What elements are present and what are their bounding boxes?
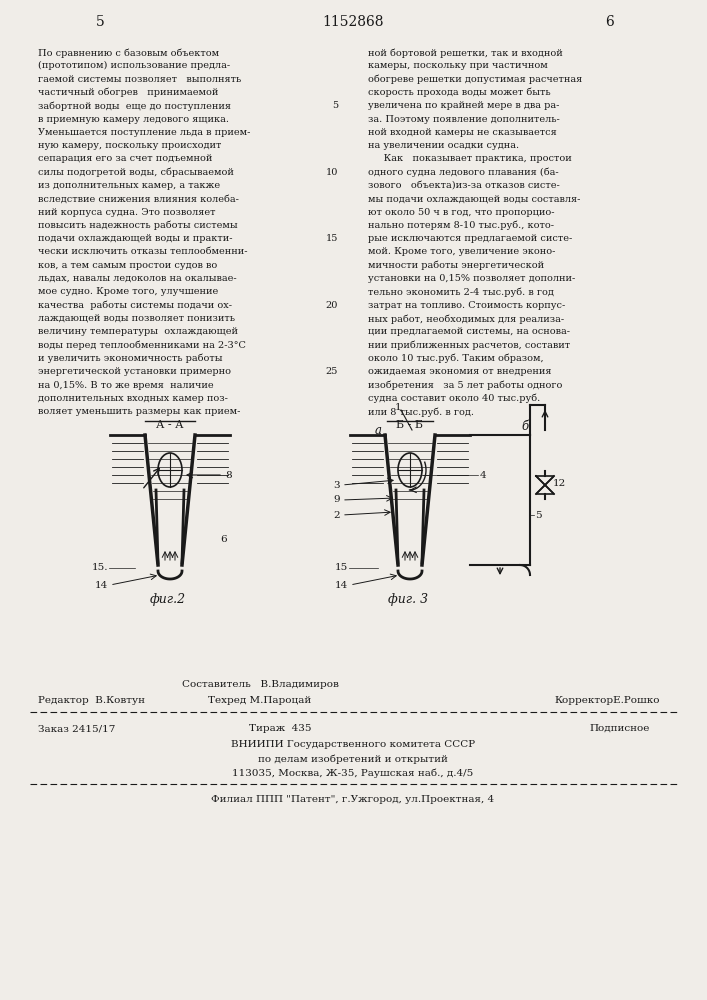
Text: по делам изобретений и открытий: по делам изобретений и открытий	[258, 754, 448, 764]
Text: воды перед теплообменниками на 2-3°C: воды перед теплообменниками на 2-3°C	[38, 341, 246, 350]
Text: тельно экономить 2-4 тыс.руб. в год: тельно экономить 2-4 тыс.руб. в год	[368, 287, 554, 297]
Text: 15.: 15.	[91, 564, 108, 572]
Text: скорость прохода воды может быть: скорость прохода воды может быть	[368, 88, 551, 97]
Text: силы подогретой воды, сбрасываемой: силы подогретой воды, сбрасываемой	[38, 168, 234, 177]
Text: 1: 1	[395, 402, 402, 412]
Text: Б - Б: Б - Б	[397, 420, 423, 430]
Text: ную камеру, поскольку происходит: ную камеру, поскольку происходит	[38, 141, 221, 150]
Text: зового   объекта)из-за отказов систе-: зового объекта)из-за отказов систе-	[368, 181, 560, 190]
Text: подачи охлаждающей воды и практи-: подачи охлаждающей воды и практи-	[38, 234, 233, 243]
Text: Подписное: Подписное	[590, 724, 650, 733]
Text: судна составит около 40 тыс.руб.: судна составит около 40 тыс.руб.	[368, 394, 540, 403]
Text: По сравнению с базовым объектом: По сравнению с базовым объектом	[38, 48, 219, 57]
Text: 14: 14	[95, 580, 108, 589]
Text: за. Поэтому появление дополнитель-: за. Поэтому появление дополнитель-	[368, 114, 560, 123]
Text: гаемой системы позволяет   выполнять: гаемой системы позволяет выполнять	[38, 75, 241, 84]
Text: качества  работы системы подачи ох-: качества работы системы подачи ох-	[38, 301, 232, 310]
Text: из дополнительных камер, а также: из дополнительных камер, а также	[38, 181, 220, 190]
Text: 5: 5	[332, 101, 338, 110]
Text: нально потерям 8-10 тыс.руб., кото-: нально потерям 8-10 тыс.руб., кото-	[368, 221, 554, 230]
Text: 5: 5	[535, 510, 542, 520]
Text: обогреве решетки допустимая расчетная: обогреве решетки допустимая расчетная	[368, 75, 583, 84]
Text: Техред М.Пароцай: Техред М.Пароцай	[209, 696, 312, 705]
Text: частичный обогрев   принимаемой: частичный обогрев принимаемой	[38, 88, 218, 97]
Text: чески исключить отказы теплообменни-: чески исключить отказы теплообменни-	[38, 247, 247, 256]
Text: увеличена по крайней мере в два ра-: увеличена по крайней мере в два ра-	[368, 101, 559, 110]
Text: энергетической установки примерно: энергетической установки примерно	[38, 367, 231, 376]
Text: рые исключаются предлагаемой систе-: рые исключаются предлагаемой систе-	[368, 234, 572, 243]
Text: мое судно. Кроме того, улучшение: мое судно. Кроме того, улучшение	[38, 287, 218, 296]
Text: величину температуры  охлаждающей: величину температуры охлаждающей	[38, 327, 238, 336]
Text: сепарация его за счет подъемной: сепарация его за счет подъемной	[38, 154, 212, 163]
Text: ют около 50 ч в год, что пропорцио-: ют около 50 ч в год, что пропорцио-	[368, 208, 554, 217]
Text: нии приближенных расчетов, составит: нии приближенных расчетов, составит	[368, 341, 570, 350]
Text: 15: 15	[326, 234, 338, 243]
Text: 12: 12	[553, 479, 566, 488]
Text: 9: 9	[334, 495, 340, 504]
Text: мы подачи охлаждающей воды составля-: мы подачи охлаждающей воды составля-	[368, 194, 580, 203]
Text: вследствие снижения влияния колеба-: вследствие снижения влияния колеба-	[38, 194, 239, 203]
Text: 25: 25	[326, 367, 338, 376]
Text: Составитель   В.Владимиров: Составитель В.Владимиров	[182, 680, 339, 689]
Text: 10: 10	[326, 168, 338, 177]
Text: 113035, Москва, Ж-35, Раушская наб., д.4/5: 113035, Москва, Ж-35, Раушская наб., д.4…	[233, 768, 474, 778]
Text: 1152868: 1152868	[322, 15, 384, 29]
Text: 8: 8	[225, 471, 232, 480]
Text: ожидаемая экономия от внедрения: ожидаемая экономия от внедрения	[368, 367, 551, 376]
Text: ции предлагаемой системы, на основа-: ции предлагаемой системы, на основа-	[368, 327, 570, 336]
Text: 3: 3	[334, 481, 340, 489]
Text: повысить надежность работы системы: повысить надежность работы системы	[38, 221, 238, 230]
Text: 6: 6	[606, 15, 614, 29]
Text: (прототипом) использование предла-: (прототипом) использование предла-	[38, 61, 230, 70]
Text: Редактор  В.Ковтун: Редактор В.Ковтун	[38, 696, 145, 705]
Text: а: а	[375, 424, 382, 436]
Text: 4: 4	[480, 471, 486, 480]
Text: фиг.2: фиг.2	[150, 593, 186, 606]
Text: установки на 0,15% позволяет дополни-: установки на 0,15% позволяет дополни-	[368, 274, 575, 283]
Text: 20: 20	[326, 301, 338, 310]
Text: на 0,15%. В то же время  наличие: на 0,15%. В то же время наличие	[38, 380, 214, 389]
Text: 15: 15	[334, 564, 348, 572]
Text: 14: 14	[334, 580, 348, 589]
Text: фиг. 3: фиг. 3	[388, 593, 428, 606]
Text: А - А: А - А	[156, 420, 184, 430]
Text: в приемную камеру ледового ящика.: в приемную камеру ледового ящика.	[38, 114, 229, 123]
Text: ний корпуса судна. Это позволяет: ний корпуса судна. Это позволяет	[38, 208, 216, 217]
Text: камеры, поскольку при частичном: камеры, поскольку при частичном	[368, 61, 548, 70]
Text: Тираж  435: Тираж 435	[249, 724, 311, 733]
Text: Как   показывает практика, простои: Как показывает практика, простои	[368, 154, 572, 163]
Text: ков, а тем самым простои судов во: ков, а тем самым простои судов во	[38, 261, 217, 270]
Text: ной бортовой решетки, так и входной: ной бортовой решетки, так и входной	[368, 48, 563, 57]
Text: 5: 5	[95, 15, 105, 29]
Text: одного судна ледового плавания (ба-: одного судна ледового плавания (ба-	[368, 168, 559, 177]
Text: забортной воды  еще до поступления: забортной воды еще до поступления	[38, 101, 231, 111]
Text: Заказ 2415/17: Заказ 2415/17	[38, 724, 115, 733]
Text: 6: 6	[220, 536, 227, 544]
Text: Уменьшается поступление льда в прием-: Уменьшается поступление льда в прием-	[38, 128, 250, 137]
Text: воляет уменьшить размеры как прием-: воляет уменьшить размеры как прием-	[38, 407, 240, 416]
Text: дополнительных входных камер поз-: дополнительных входных камер поз-	[38, 394, 228, 403]
Text: около 10 тыс.руб. Таким образом,: около 10 тыс.руб. Таким образом,	[368, 354, 544, 363]
Text: льдах, навалы ледоколов на окалывае-: льдах, навалы ледоколов на окалывае-	[38, 274, 237, 283]
Text: или 8 тыс.руб. в год.: или 8 тыс.руб. в год.	[368, 407, 474, 417]
Text: затрат на топливо. Стоимость корпус-: затрат на топливо. Стоимость корпус-	[368, 301, 566, 310]
Text: ных работ, необходимых для реализа-: ных работ, необходимых для реализа-	[368, 314, 564, 324]
Text: ВНИИПИ Государственного комитета СССР: ВНИИПИ Государственного комитета СССР	[231, 740, 475, 749]
Text: 2: 2	[334, 510, 340, 520]
Text: мичности работы энергетической: мичности работы энергетической	[368, 261, 544, 270]
Text: и увеличить экономичность работы: и увеличить экономичность работы	[38, 354, 223, 363]
Text: изобретения   за 5 лет работы одного: изобретения за 5 лет работы одного	[368, 380, 562, 390]
Text: б: б	[522, 420, 529, 434]
Text: Филиал ППП "Патент", г.Ужгород, ул.Проектная, 4: Филиал ППП "Патент", г.Ужгород, ул.Проек…	[211, 795, 495, 804]
Text: мой. Кроме того, увеличение эконо-: мой. Кроме того, увеличение эконо-	[368, 247, 556, 256]
Text: ной входной камеры не сказывается: ной входной камеры не сказывается	[368, 128, 556, 137]
Text: лаждающей воды позволяет понизить: лаждающей воды позволяет понизить	[38, 314, 235, 323]
Text: КорректорЕ.Рошко: КорректорЕ.Рошко	[554, 696, 660, 705]
Text: на увеличении осадки судна.: на увеличении осадки судна.	[368, 141, 519, 150]
